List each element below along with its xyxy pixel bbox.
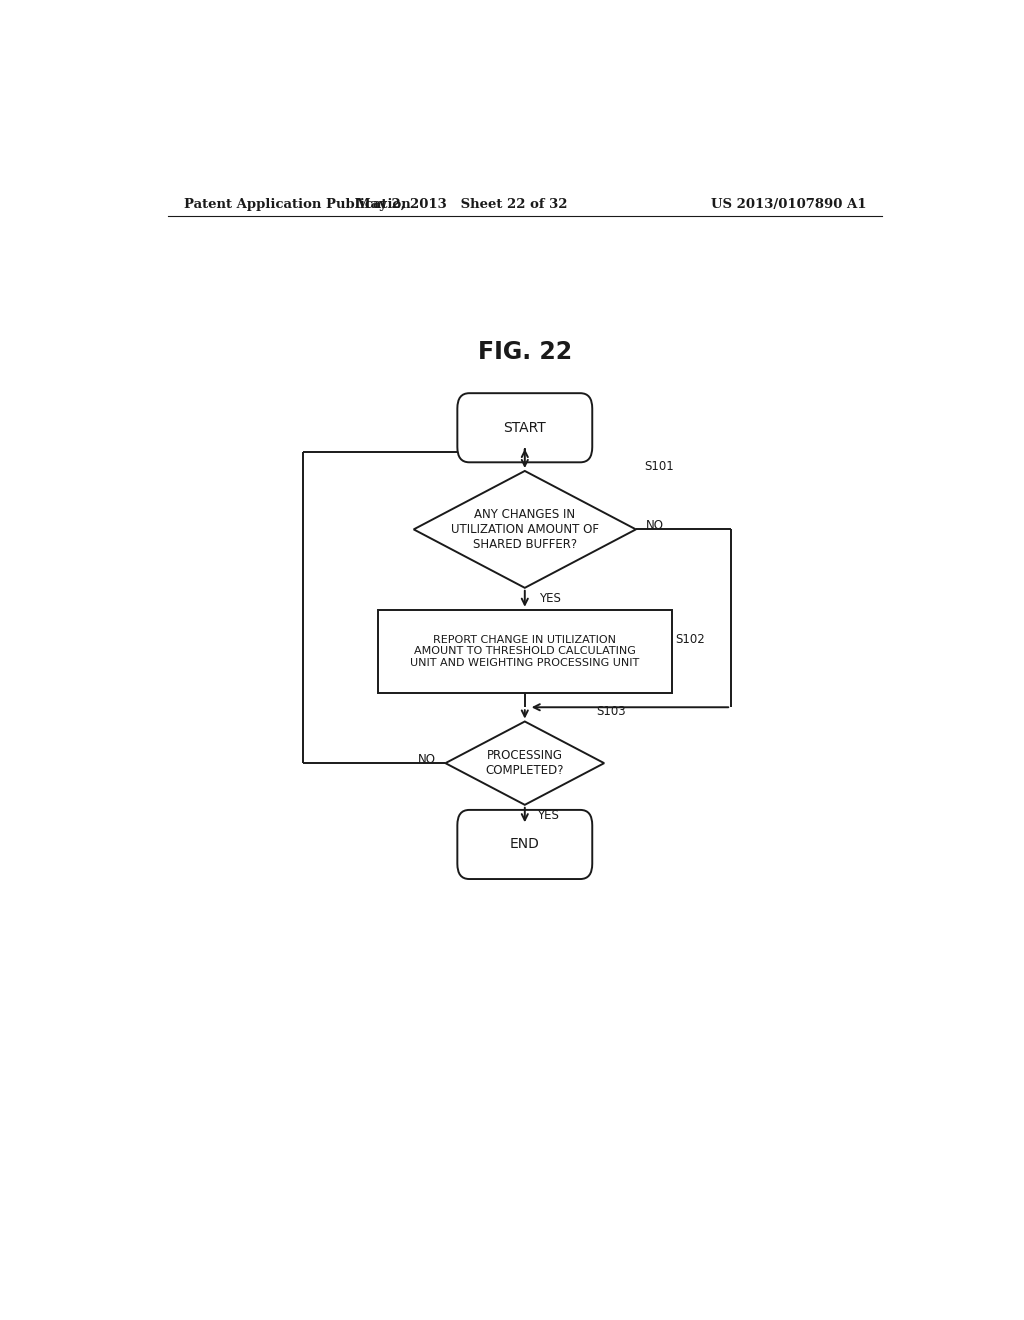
Text: PROCESSING
COMPLETED?: PROCESSING COMPLETED? xyxy=(485,750,564,777)
Polygon shape xyxy=(414,471,636,587)
Text: START: START xyxy=(504,421,546,434)
Text: S101: S101 xyxy=(644,459,674,473)
Text: REPORT CHANGE IN UTILIZATION
AMOUNT TO THRESHOLD CALCULATING
UNIT AND WEIGHTING : REPORT CHANGE IN UTILIZATION AMOUNT TO T… xyxy=(411,635,639,668)
Text: YES: YES xyxy=(539,591,561,605)
Text: May 2, 2013   Sheet 22 of 32: May 2, 2013 Sheet 22 of 32 xyxy=(355,198,567,211)
Text: Patent Application Publication: Patent Application Publication xyxy=(183,198,411,211)
Text: FIG. 22: FIG. 22 xyxy=(478,339,571,363)
FancyBboxPatch shape xyxy=(458,810,592,879)
Bar xyxy=(378,610,672,693)
Polygon shape xyxy=(445,722,604,805)
Text: NO: NO xyxy=(645,519,664,532)
Text: YES: YES xyxy=(537,809,558,822)
Text: NO: NO xyxy=(418,752,436,766)
Text: S103: S103 xyxy=(596,705,626,718)
FancyBboxPatch shape xyxy=(458,393,592,462)
Text: ANY CHANGES IN
UTILIZATION AMOUNT OF
SHARED BUFFER?: ANY CHANGES IN UTILIZATION AMOUNT OF SHA… xyxy=(451,508,599,550)
Text: US 2013/0107890 A1: US 2013/0107890 A1 xyxy=(711,198,866,211)
Text: END: END xyxy=(510,837,540,851)
Text: S102: S102 xyxy=(676,634,706,647)
